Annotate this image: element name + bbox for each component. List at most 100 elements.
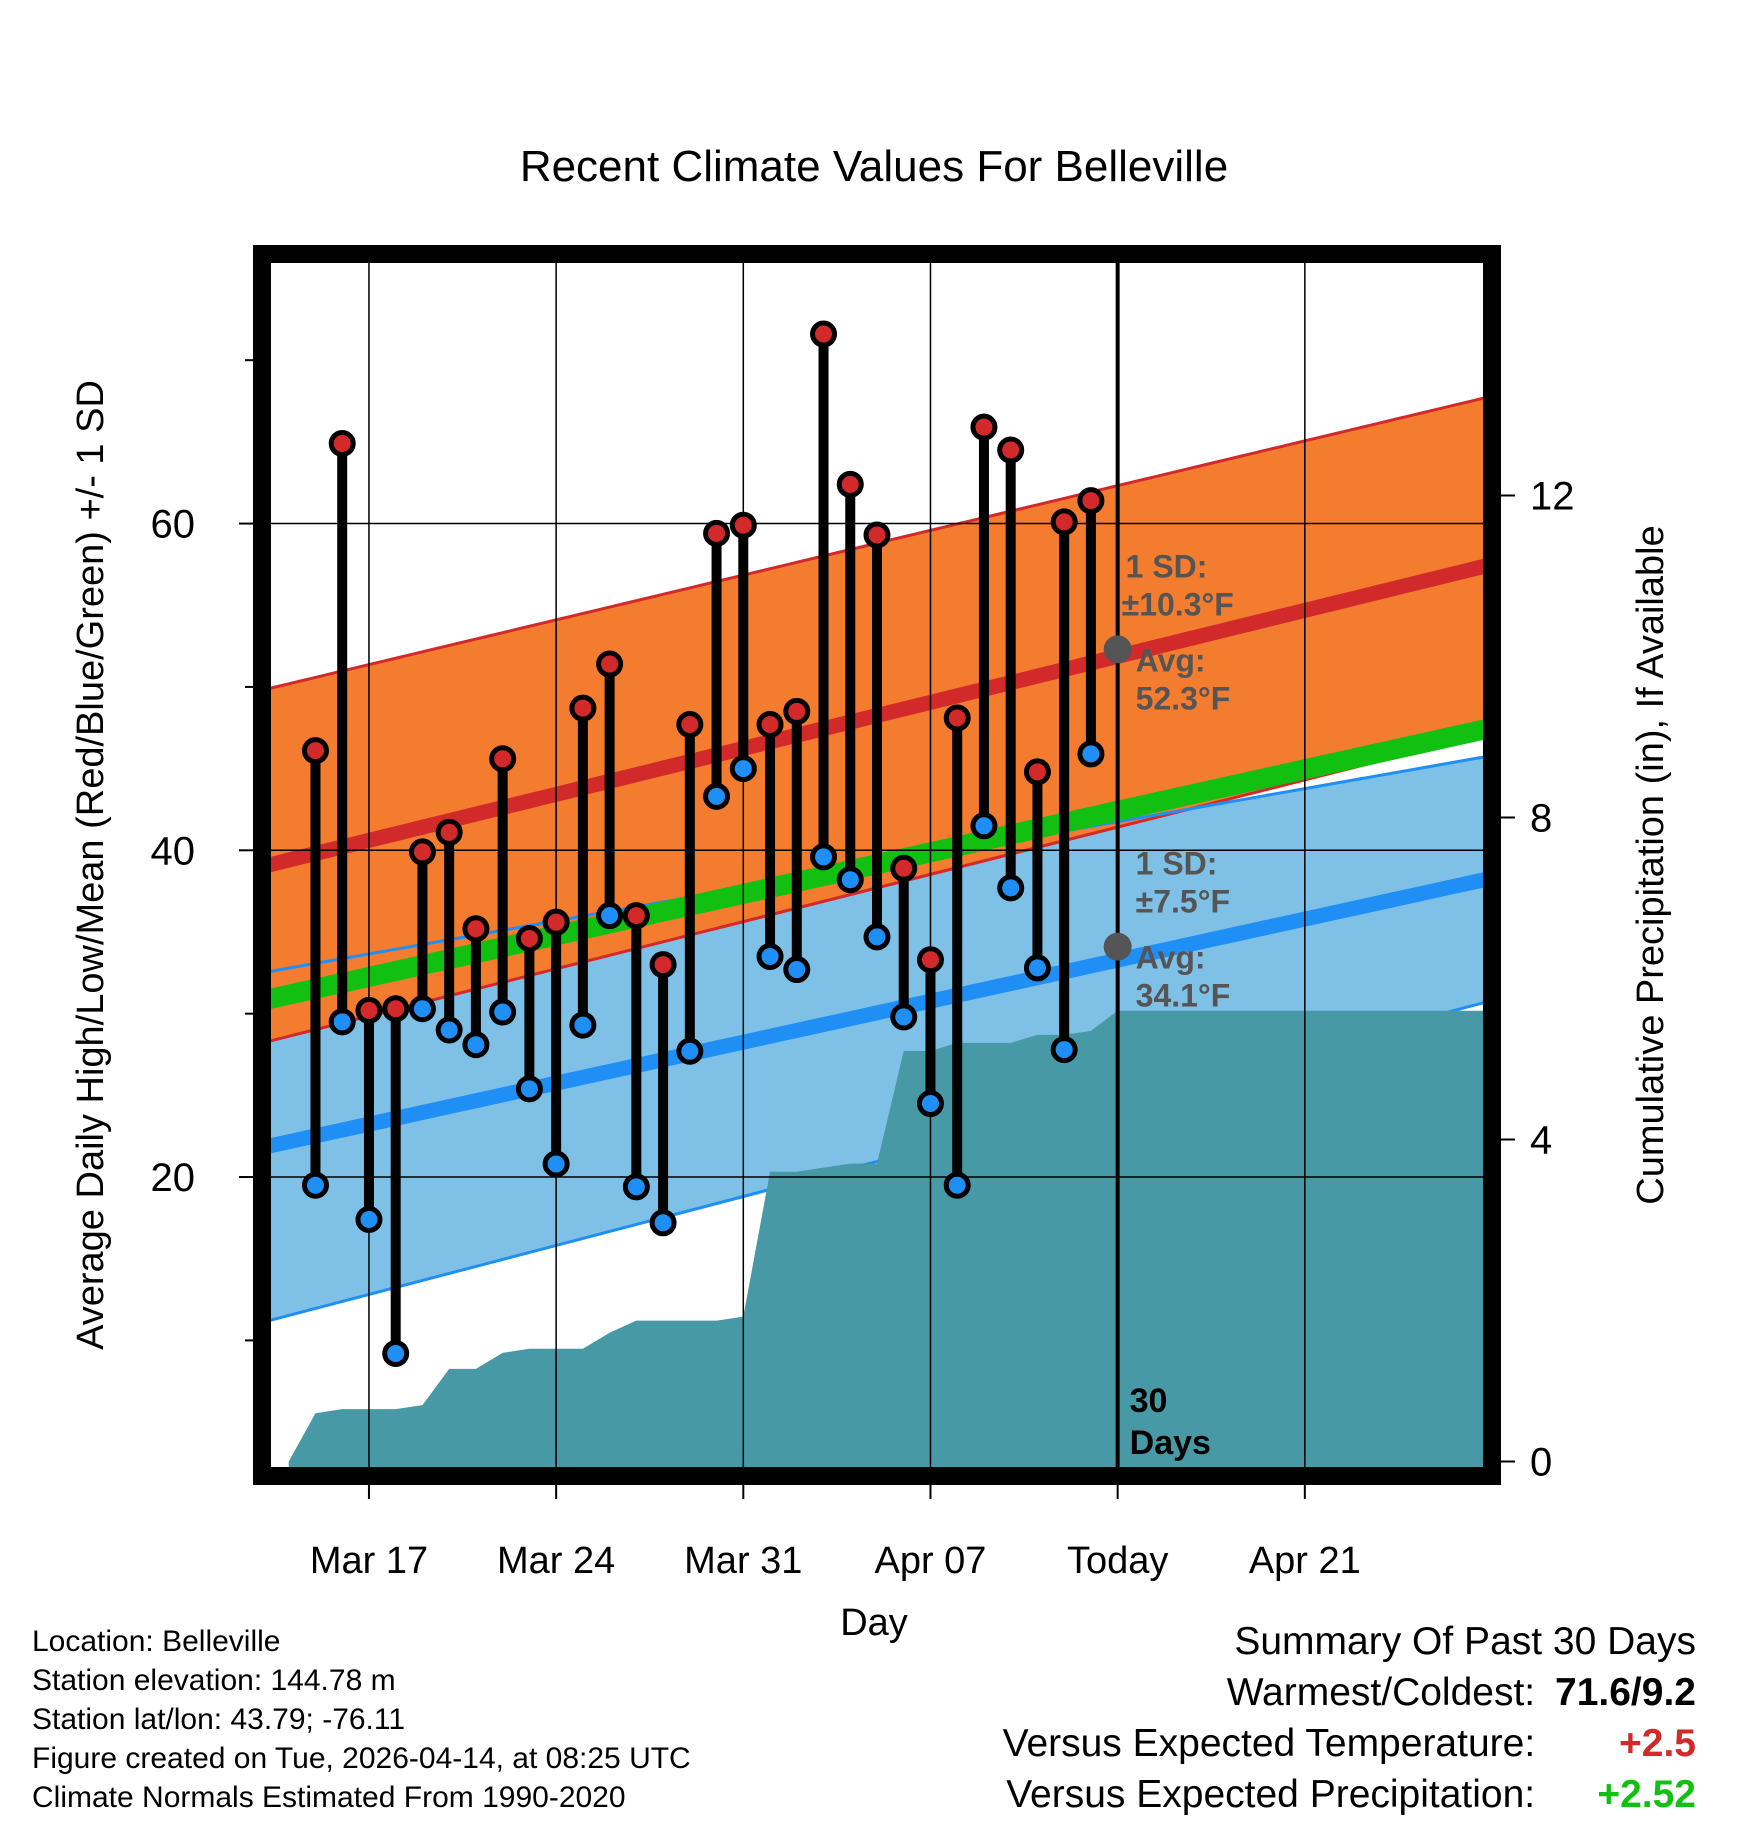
- obs-low-point: [756, 942, 784, 970]
- obs-low-point: [676, 1037, 704, 1065]
- obs-low-point: [649, 1209, 677, 1237]
- obs-high-point: [462, 915, 490, 943]
- window-days-count: 30: [1130, 1382, 1168, 1420]
- obs-low-point: [489, 998, 517, 1026]
- obs-low-point: [997, 874, 1025, 902]
- observation-day: [1023, 758, 1051, 982]
- y-left-tick-label: 60: [151, 503, 196, 547]
- grid-lines: [262, 254, 1492, 1476]
- observation-day: [783, 697, 811, 984]
- y-left-tick-label: 40: [151, 829, 196, 873]
- y-left-tick-label: 20: [151, 1156, 196, 1200]
- observation-day: [729, 511, 757, 783]
- low-sd-value: ±7.5°F: [1136, 884, 1230, 920]
- obs-high-point: [542, 908, 570, 936]
- precipitation-area: [288, 1010, 1492, 1476]
- observation-day: [542, 908, 570, 1178]
- obs-high-point: [916, 946, 944, 974]
- obs-high-point: [569, 694, 597, 722]
- observation-day: [649, 951, 677, 1237]
- x-tick-label: Mar 31: [684, 1540, 802, 1582]
- observation-day: [435, 818, 463, 1044]
- obs-high-point: [810, 320, 838, 348]
- summary-precip: Versus Expected Precipitation: +2.52: [1003, 1769, 1696, 1820]
- obs-low-point: [1023, 954, 1051, 982]
- obs-low-point: [703, 782, 731, 810]
- obs-low-point: [943, 1171, 971, 1199]
- obs-low-point: [435, 1016, 463, 1044]
- obs-low-point: [328, 1008, 356, 1036]
- y-right-tick-label: 12: [1530, 475, 1575, 519]
- y-axis-label-right: Cumulative Precipitation (in), If Availa…: [1630, 525, 1672, 1204]
- observation-day: [997, 436, 1025, 902]
- obs-high-point: [783, 697, 811, 725]
- obs-high-point: [596, 650, 624, 678]
- obs-high-point: [489, 745, 517, 773]
- observations: [301, 320, 1105, 1367]
- obs-low-point: [970, 812, 998, 840]
- x-tick-label: Today: [1067, 1540, 1168, 1582]
- summary-title: Summary Of Past 30 Days: [1234, 1620, 1696, 1663]
- temp-value: +2.5: [1619, 1722, 1696, 1765]
- y-right-tick-label: 4: [1530, 1119, 1552, 1163]
- normals-period: Climate Normals Estimated From 1990-2020: [32, 1781, 626, 1814]
- observation-day: [355, 996, 383, 1234]
- y-axis-label-left: Average Daily High/Low/Mean (Red/Blue/Gr…: [70, 380, 112, 1350]
- obs-high-point: [328, 430, 356, 458]
- observation-day: [890, 854, 918, 1031]
- obs-low-point: [408, 995, 436, 1023]
- right-axis: 0 4 8 12: [1501, 475, 1575, 1485]
- low-normal-line: [262, 870, 1492, 1155]
- observation-day: [836, 470, 864, 894]
- obs-low-point: [1077, 740, 1105, 768]
- obs-low-point: [916, 1090, 944, 1118]
- observation-day: [943, 704, 971, 1199]
- plot-frame: [253, 245, 1501, 1485]
- obs-high-point: [890, 854, 918, 882]
- observation-day: [703, 519, 731, 810]
- observation-day: [328, 430, 356, 1036]
- obs-high-point: [301, 737, 329, 765]
- station-elevation: Station elevation: 144.78 m: [32, 1664, 396, 1697]
- obs-high-point: [435, 818, 463, 846]
- warm-cold-label: Warmest/Coldest:: [1226, 1671, 1536, 1714]
- obs-high-point: [382, 995, 410, 1023]
- obs-high-point: [1050, 508, 1078, 536]
- obs-low-point: [890, 1003, 918, 1031]
- obs-high-point: [1077, 487, 1105, 515]
- temp-label: Versus Expected Temperature:: [1002, 1722, 1536, 1765]
- obs-high-point: [1023, 758, 1051, 786]
- observation-day: [676, 711, 704, 1065]
- obs-high-point: [863, 521, 891, 549]
- summary-panel: Summary Of Past 30 Days Warmest/Coldest:…: [1003, 1616, 1696, 1820]
- obs-high-point: [622, 902, 650, 930]
- low-sd-band: [262, 755, 1492, 1323]
- obs-low-point: [355, 1206, 383, 1234]
- obs-low-point: [810, 843, 838, 871]
- y-right-tick-label: 8: [1530, 797, 1552, 841]
- obs-low-point: [515, 1075, 543, 1103]
- obs-high-point: [836, 470, 864, 498]
- x-tick-label: Mar 17: [310, 1540, 428, 1582]
- observation-day: [515, 925, 543, 1103]
- obs-high-point: [703, 519, 731, 547]
- x-tick-label: Apr 07: [874, 1540, 986, 1582]
- obs-low-point: [783, 956, 811, 984]
- obs-low-point: [836, 866, 864, 894]
- obs-low-point: [622, 1173, 650, 1201]
- observation-day: [810, 320, 838, 871]
- chart-title: Recent Climate Values For Belleville: [520, 142, 1228, 191]
- obs-high-point: [729, 511, 757, 539]
- obs-low-point: [382, 1339, 410, 1367]
- low-avg-value: 34.1°F: [1136, 978, 1231, 1014]
- summary-temp: Versus Expected Temperature: +2.5: [1003, 1718, 1696, 1769]
- observation-day: [622, 902, 650, 1201]
- warm-cold-value: 71.6/9.2: [1555, 1671, 1696, 1714]
- obs-low-point: [863, 923, 891, 951]
- obs-low-point: [729, 755, 757, 783]
- observation-day: [408, 838, 436, 1023]
- high-sd-value: ±10.3°F: [1122, 586, 1234, 622]
- obs-high-point: [997, 436, 1025, 464]
- obs-high-point: [943, 704, 971, 732]
